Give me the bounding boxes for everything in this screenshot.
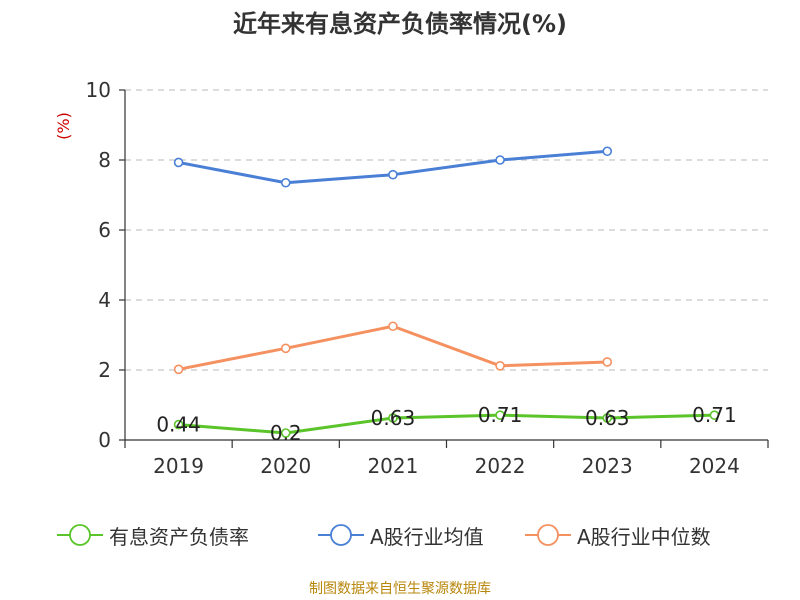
legend-item[interactable]: 有息资产负债率 [57,520,249,550]
chart-title: 近年来有息资产负债率情况(%) [233,10,567,38]
data-label: 0.2 [270,421,302,445]
x-tick-label: 2024 [689,454,740,478]
axes: 0 2 4 6 8 10 2019 2020 2021 2022 2023 2024 [86,78,769,478]
source-note: 制图数据来自恒生聚源数据库 [309,581,491,597]
data-label: 0.63 [585,406,630,430]
data-point [388,413,398,423]
y-tick-label: 8 [98,148,111,172]
series-line [178,324,608,371]
data-point [388,321,398,332]
x-tick-label: 2020 [260,454,311,478]
data-point [495,360,505,371]
legend-symbol [57,524,103,546]
y-tick-label: 0 [98,428,111,452]
series-2 [173,321,613,375]
data-labels: 0.44 0.2 0.63 0.71 0.63 0.71 [156,403,736,445]
legend-label: 有息资产负债率 [109,524,249,549]
data-label: 0.71 [692,403,737,427]
grid-lines [125,89,768,371]
data-point [602,413,613,423]
data-label: 0.71 [478,403,523,427]
data-point [602,146,613,157]
x-tick-label: 2021 [367,454,418,478]
y-tick-label: 6 [98,218,111,242]
data-point [280,177,291,188]
data-label: 0.44 [156,413,201,437]
legend-symbol [318,524,364,546]
series-0 [173,410,720,438]
legend-label: A股行业均值 [370,524,484,549]
x-tick-label: 2019 [153,454,204,478]
series-1 [173,146,613,188]
y-tick-label: 2 [98,358,111,382]
data-point [495,410,505,420]
y-tick-label: 4 [98,288,111,312]
data-point [173,157,184,168]
data-point [388,169,398,180]
data-point [495,155,505,165]
legend-label: A股行业中位数 [577,524,711,549]
x-tick-label: 2023 [582,454,633,478]
legend-item[interactable]: A股行业中位数 [525,520,711,550]
series-layer [173,146,720,438]
data-point [173,419,184,430]
data-point [602,357,613,367]
legend-symbol [525,524,571,546]
legend-item[interactable]: A股行业均值 [318,520,484,550]
data-point [280,428,291,438]
series-line [178,413,715,435]
data-point [173,364,184,375]
data-label: 0.63 [371,406,416,430]
x-tick-label: 2022 [475,454,526,478]
data-point [280,343,291,354]
y-axis-label: (%) [54,112,73,140]
y-tick-label: 10 [86,78,111,102]
data-point [709,410,720,420]
